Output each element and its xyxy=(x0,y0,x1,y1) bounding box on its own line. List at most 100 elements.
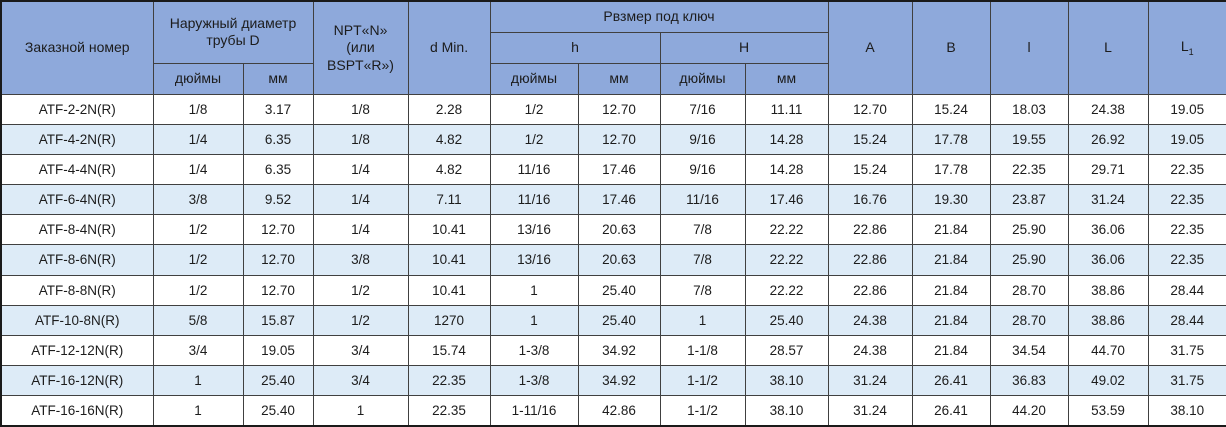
cell-value: 17.78 xyxy=(911,153,991,186)
cell-value: 25.40 xyxy=(577,274,661,306)
cell-value: 14.28 xyxy=(744,153,829,186)
cell-value: 1 xyxy=(312,395,409,427)
cell-order-number: ATF-2-2N(R) xyxy=(0,93,154,125)
cell-value: 3/4 xyxy=(312,365,409,397)
cell-value: 38.10 xyxy=(744,395,829,427)
cell-value: 1/2 xyxy=(152,214,244,246)
cell-value: 22.22 xyxy=(744,244,829,276)
cell-value: 28.70 xyxy=(989,304,1069,336)
cell-value: 1/4 xyxy=(152,123,244,155)
cell-value: 53.59 xyxy=(1067,395,1149,427)
table-row: ATF-4-2N(R) 1/4 6.35 1/8 4.82 1/2 12.70 9/16 14.… xyxy=(0,123,1226,155)
cell-order-number: ATF-8-6N(R) xyxy=(0,244,154,276)
cell-value: 38.86 xyxy=(1067,304,1149,336)
cell-value: 19.05 xyxy=(1147,123,1226,155)
cell-value: 15.87 xyxy=(242,304,314,336)
cell-value: 28.70 xyxy=(989,274,1069,306)
header-row-1: Заказной номер Наружный диаметр трубы D … xyxy=(0,0,1226,95)
cell-value: 15.24 xyxy=(827,153,913,186)
table-row: ATF-8-6N(R) 1/2 12.70 3/8 10.41 13/16 20.63 7/8… xyxy=(0,244,1226,276)
cell-value: 6.35 xyxy=(242,153,314,186)
table-header: Заказной номер Наружный диаметр трубы D … xyxy=(0,0,1226,95)
col-header-d-min: d Min. xyxy=(407,0,491,95)
cell-value: 19.30 xyxy=(911,184,991,216)
cell-order-number: ATF-8-8N(R) xyxy=(0,274,154,306)
cell-value: 14.28 xyxy=(744,123,829,155)
cell-value: 7/16 xyxy=(659,93,746,125)
cell-value: 6.35 xyxy=(242,123,314,155)
cell-value: 31.24 xyxy=(1067,184,1149,216)
cell-value: 22.86 xyxy=(827,274,913,306)
cell-value: 38.10 xyxy=(1147,395,1226,427)
col-header-order-number: Заказной номер xyxy=(0,0,154,95)
cell-value: 26.41 xyxy=(911,395,991,427)
cell-value: 28.44 xyxy=(1147,274,1226,306)
cell-value: 1 xyxy=(659,304,746,336)
l1-base: L xyxy=(1180,37,1189,54)
cell-value: 21.84 xyxy=(911,214,991,246)
cell-value: 29.71 xyxy=(1067,153,1149,186)
cell-value: 25.40 xyxy=(242,395,314,427)
cell-order-number: ATF-12-12N(R) xyxy=(0,334,154,367)
cell-value: 11/16 xyxy=(489,153,579,186)
cell-value: 7/8 xyxy=(659,274,746,306)
cell-value: 1-1/2 xyxy=(659,365,746,397)
header-row-2: h H xyxy=(1,31,1226,64)
cell-value: 21.84 xyxy=(911,244,991,276)
cell-value: 1 xyxy=(152,395,244,427)
cell-value: 7/8 xyxy=(659,244,746,276)
cell-value: 24.38 xyxy=(827,334,913,367)
cell-value: 1/2 xyxy=(152,274,244,306)
cell-value: 21.84 xyxy=(911,334,991,367)
cell-value: 38.86 xyxy=(1067,274,1149,306)
col-header-l-lower: l xyxy=(989,0,1069,95)
cell-value: 12.70 xyxy=(242,214,314,246)
cell-value: 34.92 xyxy=(577,334,661,367)
cell-value: 19.05 xyxy=(242,334,314,367)
cell-value: 1/8 xyxy=(312,93,409,125)
cell-value: 25.90 xyxy=(989,214,1069,246)
cell-value: 26.41 xyxy=(911,365,991,397)
col-header-h-lower: h xyxy=(489,31,661,64)
cell-value: 28.57 xyxy=(744,334,829,367)
cell-value: 17.46 xyxy=(577,184,661,216)
col-header-wrench-size: Рвзмер под ключ xyxy=(489,0,829,33)
cell-value: 10.41 xyxy=(407,274,491,306)
cell-value: 49.02 xyxy=(1067,365,1149,397)
table-row: ATF-6-4N(R) 3/8 9.52 1/4 7.11 11/16 17.46 11/16… xyxy=(0,184,1226,216)
cell-value: 3/8 xyxy=(312,244,409,276)
cell-value: 19.05 xyxy=(1147,93,1226,125)
cell-value: 1270 xyxy=(407,304,491,336)
cell-order-number: ATF-6-4N(R) xyxy=(0,184,154,216)
cell-value: 36.06 xyxy=(1067,214,1149,246)
cell-order-number: ATF-16-12N(R) xyxy=(0,365,154,397)
table-row: ATF-16-12N(R) 1 25.40 3/4 22.35 1-3/8 34.92 1-1… xyxy=(0,365,1226,397)
cell-value: 11.11 xyxy=(744,93,829,125)
table-row: ATF-4-4N(R) 1/4 6.35 1/4 4.82 11/16 17.46 9/16 1… xyxy=(0,153,1226,186)
cell-value: 1/2 xyxy=(152,244,244,276)
cell-value: 25.40 xyxy=(744,304,829,336)
cell-value: 7.11 xyxy=(407,184,491,216)
cell-value: 1/4 xyxy=(312,153,409,186)
cell-value: 23.87 xyxy=(989,184,1069,216)
l1-subscript: 1 xyxy=(1188,46,1194,57)
cell-value: 22.35 xyxy=(1147,214,1226,246)
cell-value: 22.86 xyxy=(827,214,913,246)
cell-value: 24.38 xyxy=(1067,93,1149,125)
col-header-h-upper: H xyxy=(659,31,829,64)
cell-value: 42.86 xyxy=(577,395,661,427)
cell-order-number: ATF-16-16N(R) xyxy=(0,395,154,427)
cell-value: 1/4 xyxy=(152,153,244,186)
cell-value: 22.22 xyxy=(744,214,829,246)
cell-value: 22.35 xyxy=(1147,153,1226,186)
cell-value: 12.70 xyxy=(577,123,661,155)
cell-value: 34.92 xyxy=(577,365,661,397)
cell-value: 10.41 xyxy=(407,244,491,276)
cell-value: 22.35 xyxy=(1147,244,1226,276)
cell-value: 12.70 xyxy=(242,244,314,276)
cell-value: 4.82 xyxy=(407,153,491,186)
cell-value: 9/16 xyxy=(659,123,746,155)
cell-value: 1/2 xyxy=(312,274,409,306)
cell-value: 36.83 xyxy=(989,365,1069,397)
table-row: ATF-2-2N(R) 1/8 3.17 1/8 2.28 1/2 12.70 7/16 11.… xyxy=(0,93,1226,125)
